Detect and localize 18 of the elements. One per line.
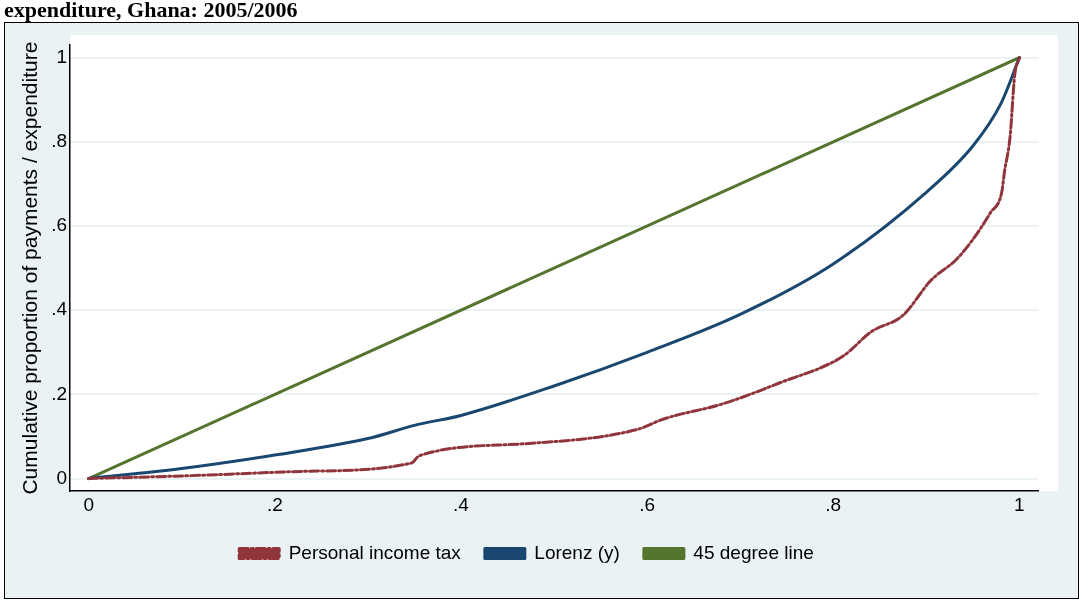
legend-label: Personal income tax [288,541,462,563]
legend-label: 45 degree line [693,541,814,563]
y-tick-label: .2 [51,382,68,404]
x-tick-label: .8 [825,493,842,515]
y-tick-label: .4 [51,298,68,320]
x-tick-label: 0 [83,493,94,515]
legend-label: Lorenz (y) [534,541,620,563]
chart-title: expenditure, Ghana: 2005/2006 [3,0,299,22]
x-tick-label: .2 [266,493,283,515]
y-tick-label: 1 [56,45,68,67]
x-tick-label: .6 [639,493,656,515]
y-tick-label: .8 [51,130,68,152]
x-tick-label: 1 [1014,493,1025,515]
y-tick-label: 0 [56,466,68,488]
y-axis-title: Cumulative proportion of payments / expenditure [18,41,42,495]
x-tick-label: .4 [453,493,470,515]
line-series [87,56,1021,481]
y-tick-label: .6 [51,214,68,236]
